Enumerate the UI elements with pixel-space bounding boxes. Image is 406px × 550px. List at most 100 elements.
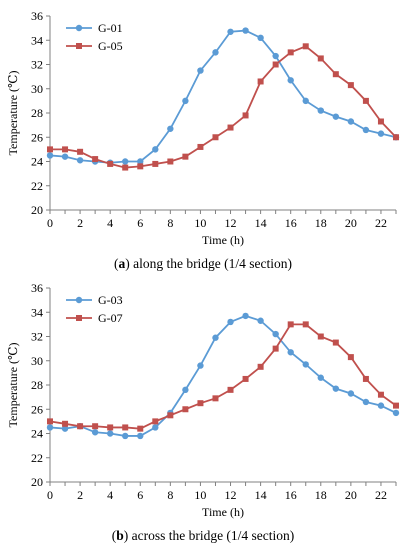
data-point-G-01: [137, 158, 144, 165]
data-point-G-07: [92, 423, 99, 430]
x-tick-label: 2: [77, 488, 83, 502]
data-point-G-07: [167, 412, 174, 419]
y-tick-label: 32: [31, 58, 43, 72]
data-point-G-07: [317, 333, 324, 340]
data-point-G-03: [197, 362, 204, 369]
data-point-G-05: [137, 163, 144, 170]
data-point-G-01: [332, 113, 340, 120]
data-point-G-05: [332, 71, 339, 78]
data-point-G-01: [362, 126, 370, 134]
caption-tag: b: [116, 528, 124, 543]
x-tick-label: 6: [137, 488, 143, 502]
data-point-G-05: [122, 164, 129, 171]
legend-label-G-03: G-03: [98, 293, 123, 307]
data-point-G-01: [302, 97, 309, 105]
series-line-G-05: [50, 45, 397, 169]
x-tick-label: 22: [375, 216, 387, 230]
x-tick-label: 12: [225, 216, 237, 230]
legend-marker-G-03: [75, 296, 83, 304]
data-point-G-07: [107, 424, 114, 431]
data-point-G-07: [197, 400, 204, 407]
x-tick-label: 4: [107, 216, 113, 230]
x-tick-label: 8: [167, 216, 173, 230]
data-point-G-07: [272, 345, 279, 352]
data-point-G-01: [152, 146, 159, 153]
x-tick-label: 16: [285, 216, 297, 230]
data-point-G-05: [167, 158, 174, 165]
data-point-G-03: [106, 430, 114, 437]
data-point-G-01: [377, 130, 385, 137]
data-point-G-03: [91, 429, 99, 436]
legend-label-G-01: G-01: [98, 21, 123, 35]
data-point-G-05: [212, 134, 219, 141]
data-point-G-03: [332, 385, 340, 392]
data-point-G-01: [197, 67, 204, 74]
data-point-G-07: [362, 375, 369, 382]
data-point-G-01: [272, 52, 279, 60]
data-point-G-03: [152, 424, 159, 431]
x-tick-label: 12: [225, 488, 237, 502]
caption-text: along the bridge (1/4 section): [129, 256, 293, 271]
data-point-G-03: [257, 317, 264, 324]
data-point-G-05: [227, 124, 234, 131]
x-axis-label: Time (h): [202, 233, 244, 247]
data-point-G-05: [347, 82, 354, 89]
x-tick-label: 22: [375, 488, 387, 502]
data-point-G-05: [362, 97, 369, 104]
legend-label-G-05: G-05: [98, 39, 123, 53]
x-tick-label: 10: [194, 488, 206, 502]
data-point-G-05: [287, 49, 294, 56]
y-tick-label: 22: [31, 179, 43, 193]
y-axis-label: Temperature (℃): [6, 343, 20, 428]
data-point-G-03: [302, 361, 309, 368]
data-point-G-05: [62, 146, 69, 153]
data-point-G-03: [137, 432, 144, 440]
y-tick-label: 26: [31, 130, 43, 144]
y-tick-label: 28: [31, 106, 43, 120]
y-tick-label: 32: [31, 330, 43, 344]
legend-marker-G-07: [76, 315, 82, 321]
data-point-G-05: [182, 153, 189, 160]
data-point-G-05: [242, 112, 249, 119]
x-tick-label: 10: [194, 216, 206, 230]
data-point-G-07: [257, 363, 264, 370]
y-axis-label: Temperature (℃): [6, 71, 20, 156]
data-point-G-03: [242, 312, 249, 320]
data-point-G-07: [347, 354, 354, 361]
x-tick-label: 16: [285, 488, 297, 502]
data-point-G-03: [212, 334, 219, 341]
series-line-G-07: [49, 323, 397, 430]
y-tick-label: 30: [31, 82, 43, 96]
data-point-G-03: [272, 330, 279, 338]
data-point-G-07: [302, 321, 309, 328]
data-point-G-03: [122, 432, 129, 440]
data-point-G-05: [77, 148, 84, 155]
legend-label-G-07: G-07: [98, 311, 123, 325]
data-point-G-03: [46, 424, 54, 431]
caption-b: (b) across the bridge (1/4 section): [111, 528, 295, 543]
x-tick-label: 4: [107, 488, 113, 502]
data-point-G-03: [182, 386, 189, 394]
data-point-G-05: [393, 134, 399, 141]
x-tick-label: 20: [345, 216, 357, 230]
data-point-G-03: [227, 318, 234, 326]
y-tick-label: 36: [31, 281, 43, 295]
legend-marker-G-05: [76, 43, 82, 49]
data-point-G-01: [287, 77, 294, 84]
y-tick-label: 22: [31, 451, 43, 465]
data-point-G-03: [287, 349, 294, 356]
x-tick-label: 18: [315, 488, 327, 502]
data-point-G-05: [92, 156, 99, 163]
y-tick-label: 34: [31, 305, 43, 319]
x-tick-label: 20: [345, 488, 357, 502]
series-line-G-03: [49, 314, 397, 437]
data-point-G-07: [77, 423, 84, 430]
caption-text: across the bridge (1/4 section): [128, 528, 295, 543]
data-point-G-07: [62, 420, 69, 427]
data-point-G-07: [182, 406, 189, 413]
data-point-G-07: [332, 339, 339, 346]
data-point-G-05: [257, 78, 264, 85]
data-point-G-05: [377, 118, 384, 125]
data-point-G-03: [347, 390, 355, 397]
